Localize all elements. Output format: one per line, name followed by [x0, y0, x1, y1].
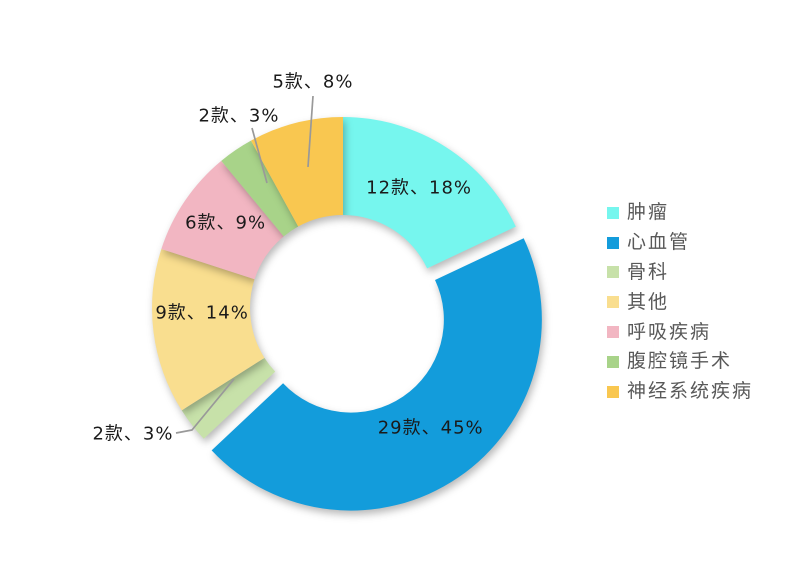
legend-label-5: 腹腔镜手术 [627, 350, 733, 373]
legend-label-0: 肿瘤 [627, 201, 670, 224]
pie-slice-1 [211, 238, 542, 511]
legend-swatch-icon [607, 206, 619, 219]
leader-line-2 [175, 378, 235, 434]
legend-swatch-icon [607, 296, 619, 309]
slice-label-4: 6款、9% [185, 213, 266, 234]
pie-slice-3 [152, 248, 265, 411]
legend-label-4: 呼吸疾病 [627, 320, 712, 343]
pie-slice-4 [161, 160, 284, 280]
slice-label-0: 12款、18% [366, 178, 472, 199]
legend-label-2: 骨科 [627, 260, 670, 283]
legend-swatch-icon [607, 355, 619, 368]
slice-label-5: 2款、3% [198, 106, 279, 127]
pie-slice-6 [250, 117, 343, 227]
slice-label-2: 2款、3% [92, 424, 173, 445]
legend-item-4: 呼吸疾病 [607, 317, 753, 347]
slice-label-6: 5款、8% [272, 72, 353, 93]
legend-label-6: 神经系统疾病 [627, 380, 754, 403]
legend-item-3: 其他 [607, 287, 753, 317]
legend-swatch-icon [607, 236, 619, 249]
pie-slice-2 [181, 357, 276, 439]
legend-swatch-icon [607, 266, 619, 279]
legend-item-5: 腹腔镜手术 [607, 347, 753, 377]
legend-item-6: 神经系统疾病 [607, 377, 753, 407]
slice-label-1: 29款、45% [378, 418, 484, 439]
legend-swatch-icon [607, 326, 619, 339]
pie-slice-5 [221, 140, 299, 237]
slice-label-3: 9款、14% [155, 302, 248, 323]
leader-line-6 [307, 95, 314, 168]
legend-item-2: 骨科 [607, 258, 753, 288]
legend-swatch-icon [607, 385, 619, 398]
legend-label-3: 其他 [627, 290, 670, 313]
pie-slice-0 [343, 117, 516, 269]
chart-legend: 肿瘤心血管骨科其他呼吸疾病腹腔镜手术神经系统疾病 [607, 198, 753, 407]
legend-label-1: 心血管 [627, 231, 691, 254]
legend-item-1: 心血管 [607, 228, 753, 258]
leader-line-5 [251, 127, 268, 184]
legend-item-0: 肿瘤 [607, 198, 753, 228]
